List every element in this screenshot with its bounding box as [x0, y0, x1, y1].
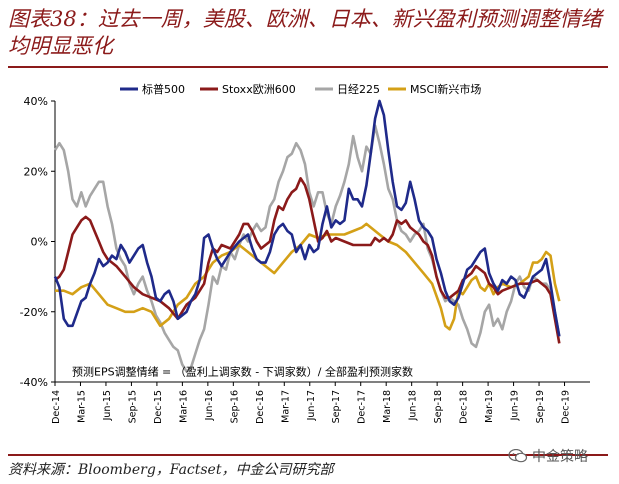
y-tick-label: 20% [24, 165, 48, 178]
x-tick-label: Dec-15 [153, 390, 164, 424]
chart-legend: 标普500 Stoxx欧洲600 日经225 MSCI新兴市场 [120, 82, 481, 96]
x-tick-label: Sep-17 [331, 390, 342, 423]
legend-label: 日经225 [337, 83, 380, 96]
x-tick-label: Dec-16 [255, 390, 266, 424]
legend-label: 标普500 [142, 82, 185, 96]
x-tick-label: Sep-19 [535, 390, 546, 423]
y-tick-label: -40% [20, 376, 48, 389]
x-tick-label: Dec-19 [561, 390, 572, 424]
x-tick-label: Dec-17 [357, 390, 368, 424]
series-layer [53, 99, 561, 373]
x-tick-label: Sep-18 [433, 390, 444, 423]
chart-axes: 40% 20% 0% -20% -40%Dec-14 Mar-15 Jun-15 Sep-15… [20, 95, 590, 424]
chart-annotation: 预测EPS调整情绪 = （盈利上调家数 - 下调家数）/ 全部盈利预测家数 [72, 365, 413, 379]
x-tick-label: Mar-16 [178, 390, 189, 423]
y-tick-label: -20% [20, 306, 48, 319]
y-tick-label: 40% [24, 95, 48, 108]
x-tick-label: Sep-16 [229, 390, 240, 423]
x-tick-label: Mar-17 [280, 390, 291, 423]
chart-title: 图表38：过去一周，美股、欧洲、日本、新兴盈利预测调整情绪均明显恶化 [8, 7, 602, 58]
x-tick-label: Jun-15 [102, 390, 113, 421]
x-tick-label: Mar-15 [76, 390, 87, 423]
x-tick-label: Mar-19 [484, 390, 495, 423]
watermark-text: 中金策略 [532, 449, 588, 465]
y-tick-label: 0% [31, 236, 48, 249]
x-tick-label: Mar-18 [382, 390, 393, 423]
source-note: 资料来源：Bloomberg，Factset，中金公司研究部 [8, 462, 334, 478]
x-tick-label: Jun-18 [408, 390, 419, 421]
x-tick-label: Jun-19 [510, 390, 521, 421]
title-divider [8, 66, 608, 68]
x-tick-label: Jun-16 [204, 390, 215, 421]
x-tick-label: Dec-14 [51, 390, 62, 424]
x-tick-label: Dec-18 [459, 390, 470, 424]
legend-label: MSCI新兴市场 [410, 82, 481, 96]
legend-label: Stoxx欧洲600 [222, 83, 296, 96]
watermark: 中金策略 [508, 446, 588, 466]
line-chart: 40% 20% 0% -20% -40%Dec-14 Mar-15 Jun-15 Sep-15… [20, 82, 590, 424]
source-divider [8, 454, 608, 456]
x-tick-label: Jun-17 [306, 390, 317, 421]
wechat-icon [508, 449, 528, 463]
x-tick-label: Sep-15 [127, 390, 138, 423]
series-line [53, 124, 561, 373]
series-line [53, 99, 561, 337]
